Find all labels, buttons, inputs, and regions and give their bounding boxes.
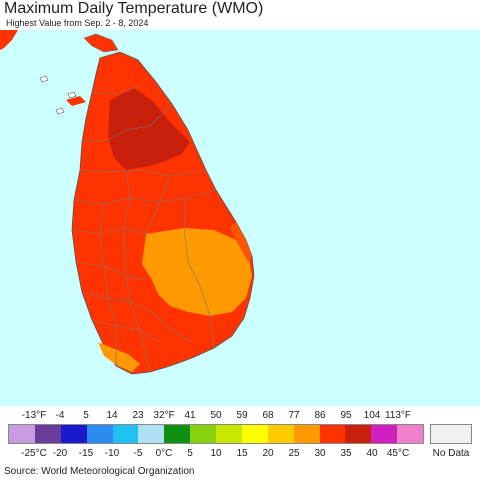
fahrenheit-tick-label: -13°F [21, 410, 47, 421]
legend-swatch [216, 425, 242, 443]
fahrenheit-tick-label: 32°F [153, 410, 175, 421]
legend-swatch [164, 425, 191, 443]
celsius-scale: -25°C -20 -15 -10 -5 0°C 5 10 15 20 25 30 35 40 45°C [8, 448, 428, 462]
legend: -13°F -4 5 14 23 32°F 41 50 59 68 77 86 95 104 113°F -… [0, 406, 480, 466]
celsius-tick-label: 20 [262, 448, 274, 459]
celsius-tick-label: -20 [52, 448, 68, 459]
fahrenheit-tick-label: 86 [314, 410, 326, 421]
ocean [0, 30, 480, 406]
legend-swatch [112, 425, 139, 443]
celsius-tick-label: 35 [340, 448, 352, 459]
islands [39, 75, 77, 115]
legend-swatch [267, 425, 294, 443]
color-scale-bar [8, 424, 424, 444]
celsius-tick-label: -5 [133, 448, 143, 459]
district-boundaries [71, 85, 217, 373]
legend-swatch [397, 425, 423, 443]
legend-swatch [138, 425, 165, 443]
celsius-tick-label: -25°C [21, 448, 47, 459]
legend-swatch [371, 425, 398, 443]
map-area [0, 30, 480, 406]
jaffna-peninsula [83, 33, 119, 53]
fahrenheit-tick-label: 59 [236, 410, 248, 421]
fahrenheit-scale: -13°F -4 5 14 23 32°F 41 50 59 68 77 86 95 104 113°F [8, 410, 428, 424]
fahrenheit-tick-label: 77 [288, 410, 300, 421]
legend-swatch [190, 425, 216, 443]
celsius-tick-label: -10 [104, 448, 120, 459]
fahrenheit-tick-label: -4 [55, 410, 65, 421]
source-credit: Source: World Meteorological Organizatio… [4, 466, 195, 477]
no-data-label: No Data [432, 448, 470, 459]
southern-coast-zone [98, 342, 140, 372]
eastern-lowland-zone [142, 228, 252, 316]
fahrenheit-tick-label: 5 [83, 410, 89, 421]
celsius-tick-label: 30 [314, 448, 326, 459]
legend-swatch [345, 425, 372, 443]
celsius-tick-label: 45°C [386, 448, 410, 459]
no-data-swatch [430, 424, 472, 444]
celsius-tick-label: -15 [78, 448, 94, 459]
coastal-edge-zone [230, 222, 252, 262]
mannar-island [66, 96, 86, 106]
map-subtitle: Highest Value from Sep. 2 - 8, 2024 [6, 18, 149, 28]
celsius-tick-label: 0°C [155, 448, 173, 459]
celsius-tick-label: 15 [236, 448, 248, 459]
fahrenheit-tick-label: 104 [363, 410, 381, 421]
celsius-tick-label: 5 [187, 448, 193, 459]
celsius-tick-label: 10 [210, 448, 222, 459]
fahrenheit-tick-label: 113°F [384, 410, 412, 421]
legend-swatch [60, 425, 87, 443]
fahrenheit-tick-label: 95 [340, 410, 352, 421]
legend-swatch [34, 425, 61, 443]
legend-swatch [9, 425, 35, 443]
map-title: Maximum Daily Temperature (WMO) [4, 0, 264, 17]
legend-swatch [86, 425, 113, 443]
celsius-tick-label: 40 [366, 448, 378, 459]
temperature-map [0, 30, 480, 406]
legend-swatch [241, 425, 268, 443]
northern-interior-zone [108, 88, 190, 170]
legend-swatch [319, 425, 346, 443]
india-coast [0, 30, 18, 50]
celsius-tick-label: 25 [288, 448, 300, 459]
fahrenheit-tick-label: 41 [184, 410, 196, 421]
legend-swatch [293, 425, 320, 443]
fahrenheit-tick-label: 50 [210, 410, 222, 421]
fahrenheit-tick-label: 68 [262, 410, 274, 421]
fahrenheit-tick-label: 23 [132, 410, 144, 421]
fahrenheit-tick-label: 14 [106, 410, 118, 421]
